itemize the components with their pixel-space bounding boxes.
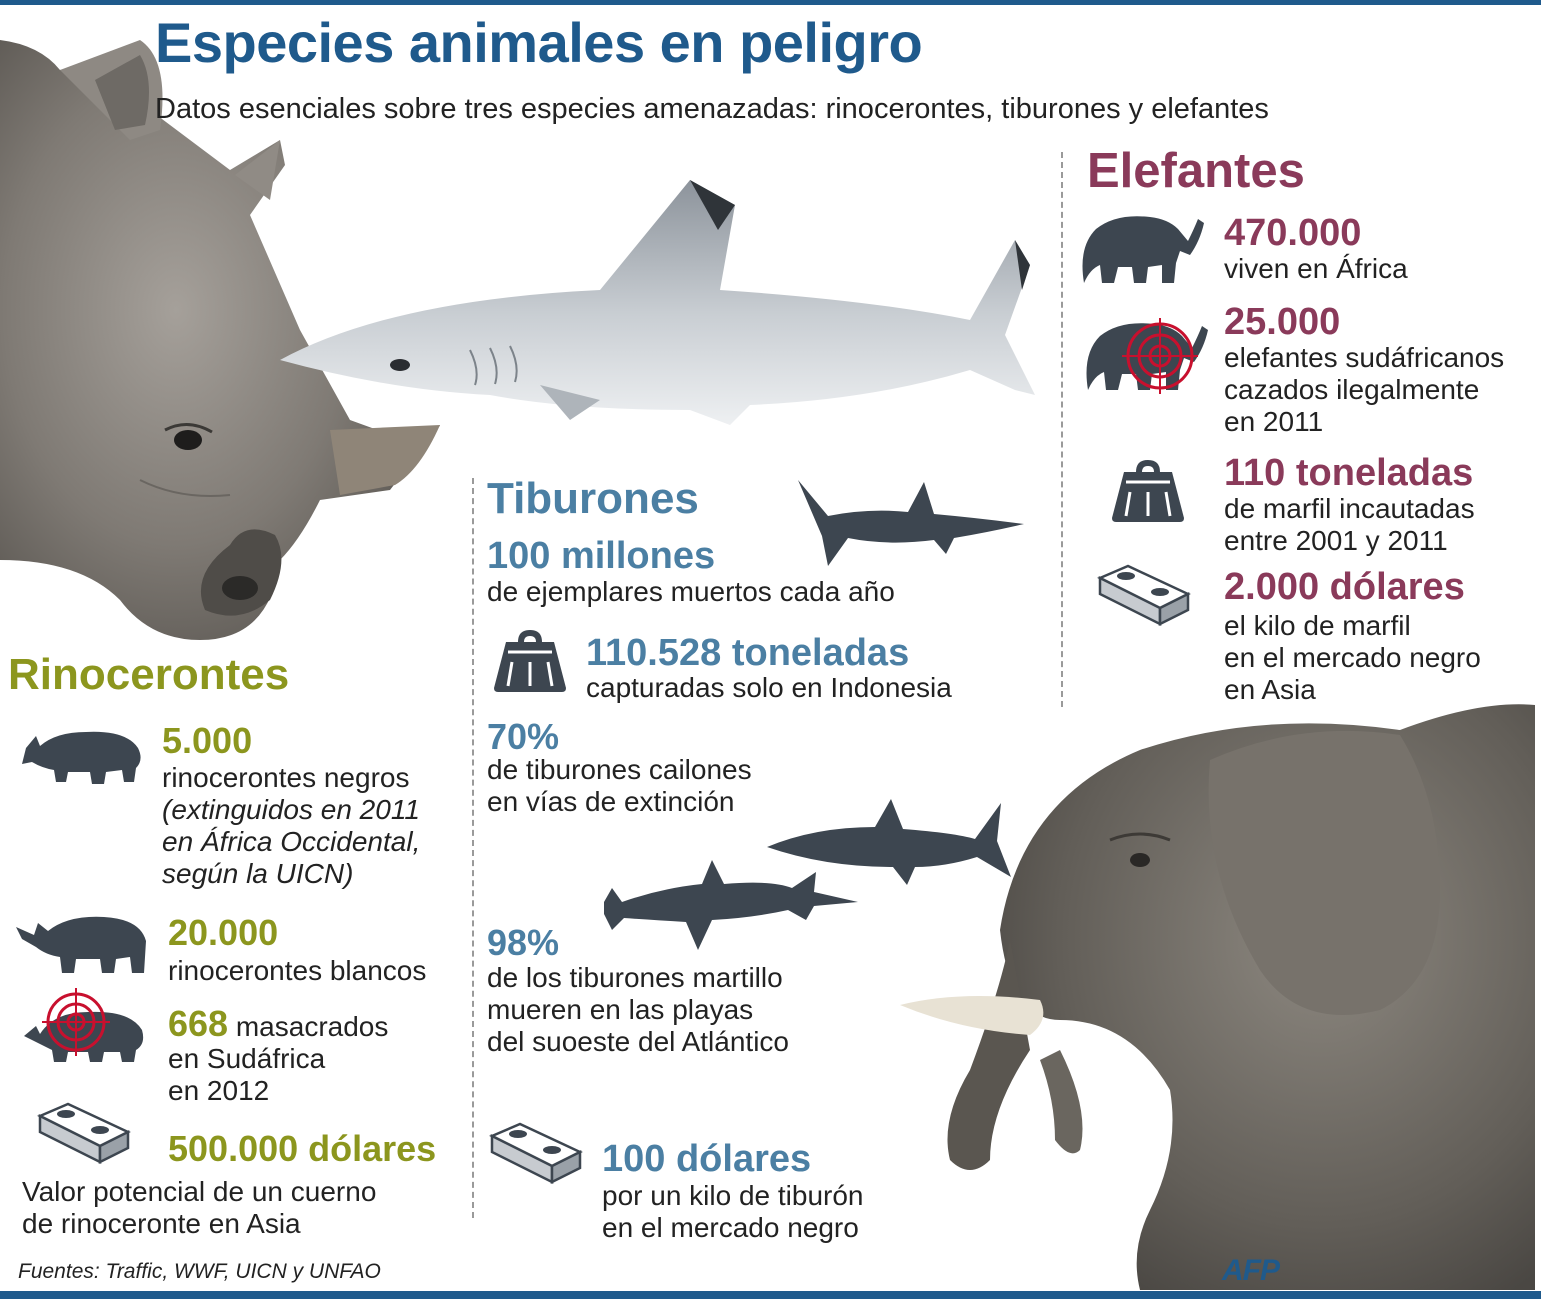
shark-stat2-line1: capturadas solo en Indonesia [586,672,952,703]
shark-photo [280,180,1035,425]
elephant-stat3-figure: 110 toneladas [1224,452,1474,494]
elephant-stat1-figure: 470.000 [1224,212,1362,254]
elephant-stat2-line1: elefantes sudáfricanos [1224,342,1505,373]
elephant-stat3-text: de marfil incautadas entre 2001 y 2011 [1224,493,1475,557]
bottom-rule [0,1291,1541,1299]
rhino-stat1-figure: 5.000 [162,720,253,761]
elephant-stat2-figure: 25.000 [1224,301,1341,343]
shark-stat4-text: de los tiburones martillo mueren en las … [487,962,789,1058]
rhino-stat2-line1: rinocerontes blancos [168,955,427,986]
weight-icon-2 [1112,460,1184,522]
elephant-stat4-line1: el kilo de marfil [1224,610,1411,641]
shark-silhouette-icon-2 [767,799,1011,885]
shark-stat4-figure: 98% [487,922,560,963]
sources-note: Fuentes: Traffic, WWF, UICN y UNFAO [18,1260,381,1283]
shark-stat1-line1: de ejemplares muertos cada año [487,576,895,607]
page-title: Especies animales en peligro [155,11,923,74]
rhino-stat1-note3: según la UICN) [162,858,354,889]
rhino-black-icon [22,731,141,784]
hammerhead-icon [604,860,858,950]
elephant-stat4-text: el kilo de marfil en el mercado negro en… [1224,610,1481,706]
shark-stat1-figure: 100 millones [487,535,716,577]
rhino-photo [0,40,440,640]
rhino-stat4-line1: Valor potencial de un cuerno [22,1176,377,1207]
rhino-white-icon [16,916,146,973]
elephant-stat4-line3: en Asia [1224,674,1316,705]
rhino-stat3-figure: 668 [168,1003,229,1044]
rhino-stat4-figure: 500.000 dólares [168,1128,437,1169]
rhino-stat1-line1: rinocerontes negros [162,762,410,793]
shark-stat3-line2: en vías de extinción [487,786,735,817]
rhino-stat2-figure: 20.000 [168,912,279,953]
elephant-stat4-figure: 2.000 dólares [1224,566,1465,608]
page-subtitle: Datos esenciales sobre tres especies ame… [155,93,1269,125]
elephant-stat2-text: elefantes sudáfricanos cazados ilegalmen… [1224,342,1504,438]
rhino-target-icon [24,988,144,1062]
elephant-stat3-line2: entre 2001 y 2011 [1224,525,1448,556]
shark-stat5-text: por un kilo de tiburón en el mercado neg… [602,1180,864,1244]
shark-stat3-text: de tiburones cailones en vías de extinci… [487,754,752,818]
section-heading-elephants: Elefantes [1087,144,1305,198]
elephant-target-icon [1086,318,1208,394]
money-stack-icon [37,1102,131,1165]
top-rule [0,0,1541,5]
shark-stat3-figure: 70% [487,716,560,757]
weight-icon [494,630,566,692]
elephant-photo [900,704,1535,1290]
elephant-stat2-line3: en 2011 [1224,406,1324,437]
rhino-stat3-line1: masacrados [228,1011,389,1042]
rhino-stat1-note2: en África Occidental, [162,826,421,857]
shark-stat3-line1: de tiburones cailones [487,754,752,785]
shark-stat4-line2: mueren en las playas [487,994,754,1025]
money-stack-icon-2 [489,1122,583,1185]
elephant-icon [1082,216,1204,283]
shark-stat5-line2: en el mercado negro [602,1212,859,1243]
rhino-stat4-line2: de rinoceronte en Asia [22,1208,301,1239]
rhino-stat1-note1: (extinguidos en 2011 [162,794,420,825]
shark-stat4-line3: del suoeste del Atlántico [487,1026,789,1057]
shark-stat5-figure: 100 dólares [602,1138,812,1180]
rhino-stat4-text: Valor potencial de un cuerno de rinocero… [22,1176,376,1240]
shark-stat2-figure: 110.528 toneladas [586,632,910,674]
shark-stat5-line1: por un kilo de tiburón [602,1180,864,1211]
divider-right [1061,152,1063,707]
agency-logo: AFP [1222,1254,1280,1287]
elephant-stat4-line2: en el mercado negro [1224,642,1481,673]
elephant-stat1-line1: viven en África [1224,253,1408,284]
rhino-stat3-line3: en 2012 [168,1075,270,1106]
elephant-stat2-line2: cazados ilegalmente [1224,374,1480,405]
rhino-stat3-line2: en Sudáfrica [168,1043,326,1074]
money-stack-icon-3 [1097,564,1191,627]
rhino-stat3-text: 668 masacrados en Sudáfrica en 2012 [168,1006,389,1107]
divider-left [472,478,474,1218]
shark-stat4-line1: de los tiburones martillo [487,962,783,993]
shark-silhouette-icon [798,480,1024,566]
section-heading-rhinos: Rinocerontes [8,650,290,699]
elephant-stat3-line1: de marfil incautadas [1224,493,1475,524]
section-heading-sharks: Tiburones [487,474,699,523]
rhino-stat1-text: rinocerontes negros (extinguidos en 2011… [162,762,420,890]
